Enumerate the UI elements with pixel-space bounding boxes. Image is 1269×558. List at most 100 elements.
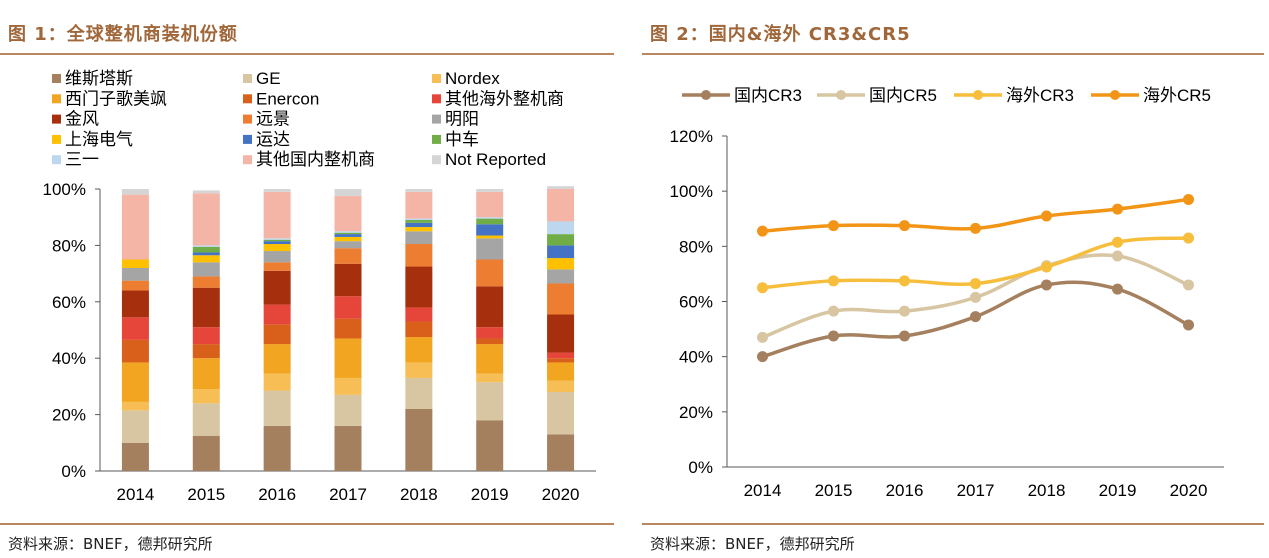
data-point (899, 330, 910, 342)
x-tick-label: 2017 (329, 485, 367, 504)
bar-segment (476, 217, 504, 219)
y-tick-label: 20% (52, 406, 86, 425)
bar-segment (334, 377, 362, 395)
bar-segment (192, 344, 220, 359)
bar-segment (121, 189, 149, 195)
bar-segment (263, 344, 291, 374)
legend-label: GE (256, 69, 281, 88)
y-tick-label: 120% (670, 127, 713, 146)
x-tick-label: 2016 (258, 485, 296, 504)
data-point (1112, 236, 1123, 248)
bar-segment (334, 241, 362, 249)
x-tick-label: 2017 (957, 481, 995, 500)
bar-segment (476, 327, 504, 339)
legend-label: 运达 (256, 130, 290, 149)
bar-segment (121, 267, 149, 281)
legend-swatch (243, 94, 252, 104)
bar-segment (405, 307, 433, 322)
legend-swatch (243, 155, 252, 165)
data-point (970, 311, 981, 323)
data-point (1041, 261, 1052, 273)
bar-segment (334, 248, 362, 264)
source-note: 资料来源：BNEF，德邦研究所 (650, 535, 855, 553)
y-tick-label: 0% (688, 458, 713, 477)
bar-segment (192, 435, 220, 471)
y-tick-label: 80% (52, 236, 86, 255)
bar-segment (121, 317, 149, 340)
bar-segment (476, 218, 504, 225)
data-point (828, 220, 839, 232)
bar-segment (405, 189, 433, 192)
x-tick-label: 2018 (400, 485, 438, 504)
bar-segment (405, 243, 433, 267)
bar-segment (263, 304, 291, 325)
bar-segment (192, 193, 220, 246)
bar-segment (476, 373, 504, 383)
bar-segment (405, 222, 433, 228)
bar-segment (263, 373, 291, 391)
bar-segment (476, 420, 504, 471)
bar-segment (405, 362, 433, 378)
bar-segment (192, 262, 220, 277)
data-point (1041, 279, 1052, 291)
legend-swatch (52, 134, 61, 144)
x-tick-label: 2014 (117, 485, 155, 504)
data-point (828, 305, 839, 317)
legend-label: 金风 (65, 110, 99, 129)
data-point (1183, 232, 1194, 244)
bar-segment (334, 394, 362, 426)
legend-swatch (52, 74, 61, 83)
legend-swatch (432, 94, 441, 104)
x-tick-label: 2018 (1028, 481, 1066, 500)
bar-segment (263, 262, 291, 271)
x-tick-label: 2015 (187, 485, 225, 504)
legend-label: 西门子歌美飒 (65, 89, 167, 108)
legend-label: 国内CR5 (869, 86, 937, 105)
legend-label: 三一 (65, 150, 99, 169)
y-tick-label: 60% (52, 293, 86, 312)
data-point (1112, 283, 1123, 295)
bar-segment (476, 259, 504, 287)
bar-segment (476, 238, 504, 260)
bar-segment (334, 196, 362, 232)
legend-swatch (52, 155, 61, 165)
legend-swatch (243, 134, 252, 144)
legend-label: 国内CR3 (734, 86, 802, 105)
data-point (970, 291, 981, 303)
y-tick-label: 20% (679, 403, 713, 422)
legend-marker (836, 90, 846, 100)
legend-marker (1110, 90, 1120, 100)
bar-segment (405, 377, 433, 409)
bar-segment (405, 191, 433, 219)
data-point (1112, 203, 1123, 215)
data-point (970, 278, 981, 290)
y-tick-label: 40% (52, 349, 86, 368)
bar-segment (476, 344, 504, 374)
title-divider (642, 53, 1264, 55)
legend-swatch (432, 114, 441, 124)
data-point (757, 351, 768, 363)
bar-segment (547, 358, 575, 363)
bar-segment (476, 286, 504, 328)
bar-segment (192, 245, 220, 247)
y-tick-label: 100% (670, 182, 713, 201)
bar-segment (192, 327, 220, 345)
bar-segment (263, 191, 291, 239)
legend-swatch (52, 114, 61, 124)
legend-label: 明阳 (445, 110, 479, 129)
line-chart: 国内CR3 国内CR5 海外CR3 海外CR5 0% 20% 40% 60% 80% 100% 12… (670, 86, 1224, 500)
data-point (899, 220, 910, 232)
chart-title: 图 1：全球整机商装机份额 (8, 24, 238, 45)
source-note: 资料来源：BNEF，德邦研究所 (8, 535, 213, 553)
bar-segment (405, 218, 433, 221)
bar-segment (263, 241, 291, 244)
bar-segment (405, 266, 433, 308)
y-tick-label: 40% (679, 348, 713, 367)
bar-segment (263, 243, 291, 252)
bar-segment (405, 220, 433, 223)
bar-segment (547, 258, 575, 270)
bar-segment (476, 235, 504, 239)
title-divider (0, 53, 614, 55)
bar-segment (405, 408, 433, 471)
data-point (757, 282, 768, 294)
